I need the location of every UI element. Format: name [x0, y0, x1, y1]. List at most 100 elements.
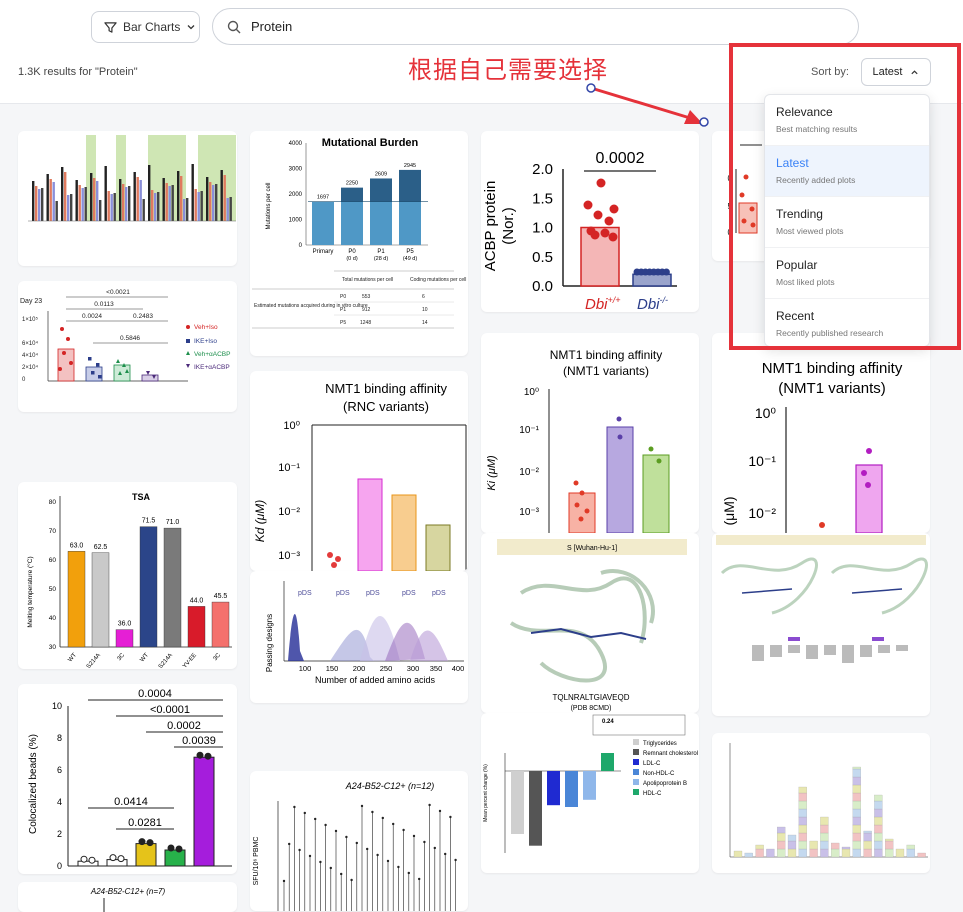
- svg-text:0: 0: [728, 174, 733, 183]
- sort-option-relevance[interactable]: Relevance Best matching results: [765, 95, 929, 146]
- sort-option-recent[interactable]: Recent Recently published research: [765, 299, 929, 346]
- bar-segment: [863, 848, 872, 858]
- bar-segment: [787, 834, 797, 842]
- sequence: TQLNRALTGIAVEQD: [552, 693, 629, 702]
- bar-segment: [733, 850, 743, 858]
- xtick: 350: [430, 664, 443, 673]
- bar: [187, 606, 206, 648]
- bar: [738, 202, 758, 234]
- search-bar[interactable]: [212, 8, 859, 45]
- acbp-yticks: 0.0 0.5 1.0 1.5 2.0: [532, 161, 553, 295]
- sort-option-label: Relevance: [776, 105, 833, 119]
- sort-option-latest[interactable]: Latest Recently added plots: [765, 146, 929, 197]
- table-cell: P5: [340, 320, 346, 326]
- table-cell: 553: [362, 294, 371, 300]
- chart-type-filter-button[interactable]: Bar Charts: [91, 11, 200, 43]
- ytick: 6: [57, 765, 62, 775]
- sort-option-trending[interactable]: Trending Most viewed plots: [765, 197, 929, 248]
- plot-card-a24-n12[interactable]: A24-B52-C12+ (n=12) SFU/10⁶ PBMC: [250, 771, 468, 911]
- peptide: [530, 627, 647, 640]
- legend-entry: Triglycerides: [643, 741, 677, 747]
- bar: [568, 492, 596, 533]
- bar-segment: [852, 832, 861, 842]
- bar: [113, 364, 131, 382]
- mutational-burden-chart: Mutational Burden Mutations per cell 0 10…: [252, 137, 466, 329]
- bar: [64, 172, 67, 221]
- ytick: 60: [49, 557, 57, 564]
- bar-segment: [852, 808, 861, 818]
- points: [327, 552, 341, 568]
- point: [350, 878, 353, 882]
- table-cell: 6: [422, 294, 425, 300]
- bar: [119, 179, 122, 221]
- plot-card-multibar[interactable]: [18, 131, 237, 266]
- table-row-label: Estimated mutations acquired during in v…: [254, 303, 368, 309]
- plot-card-acbp[interactable]: 0.0002 ACBP protein (Nor.) 0.0 0.5 1.0 1.5 2…: [481, 131, 699, 312]
- bar: [151, 190, 154, 221]
- legend-swatch: [633, 749, 639, 755]
- plot-card-passing-designs[interactable]: Passing designs pDS pDS pDS pDS pDS 100 …: [250, 571, 468, 703]
- bar-segment: [820, 816, 829, 826]
- table-cell: P1: [340, 307, 346, 313]
- ytick: 10⁰: [283, 420, 300, 432]
- day23-yticks: 0 2×10⁴ 4×10⁴ 6×10⁴ 1×10⁵: [22, 316, 39, 383]
- ytick: 10⁻¹: [278, 462, 300, 474]
- ribbon: [509, 569, 655, 683]
- bar-segment: [820, 848, 829, 858]
- nmt-rnc-chart: NMT1 binding affinity (RNC variants) Kd …: [253, 381, 467, 571]
- y-axis-label: ACBP protein: [482, 181, 499, 272]
- bar-segment: [863, 840, 872, 850]
- bar: [148, 165, 151, 221]
- series-tag: pDS: [298, 590, 312, 597]
- bar-segment: [852, 784, 861, 794]
- bar: [186, 198, 189, 221]
- point: [109, 854, 117, 862]
- plot-card-right-stacked[interactable]: [712, 733, 930, 873]
- bar-segment: [874, 800, 883, 810]
- series-tag: pDS: [366, 590, 380, 597]
- bar: [77, 860, 99, 867]
- sort-option-popular[interactable]: Popular Most liked plots: [765, 248, 929, 299]
- legend-entry: HDL-C: [643, 791, 662, 797]
- plot-card-protein-structure[interactable]: S [Wuhan-Hu-1] TQLNRALTGIAVEQD (PDB 8CMD…: [481, 533, 699, 713]
- bar: [215, 184, 218, 221]
- bar: [855, 464, 883, 533]
- x-label-dbi-wt: Dbi+/+: [585, 295, 621, 312]
- plot-card-nmt-variants[interactable]: NMT1 binding affinity (NMT1 variants) Ki…: [481, 333, 699, 533]
- bar: [35, 186, 38, 221]
- bar-segment: [820, 840, 829, 850]
- right-stacked-chart: [729, 743, 928, 858]
- xtick: 300: [407, 664, 420, 673]
- header-band: [497, 539, 687, 555]
- ytick: 40: [49, 615, 57, 622]
- plot-card-a24-n7[interactable]: A24-B52-C12+ (n=7): [18, 882, 237, 912]
- plot-card-nmt-rnc[interactable]: NMT1 binding affinity (RNC variants) Kd …: [250, 371, 468, 571]
- bar: [96, 181, 99, 221]
- plot-card-tsa[interactable]: TSA Melting temperature (°C) 30 40 50 60 70 8…: [18, 482, 237, 669]
- plot-card-mutational-burden[interactable]: Mutational Burden Mutations per cell 0 10…: [250, 131, 468, 356]
- search-input[interactable]: [251, 19, 811, 34]
- plot-card-lipid-change[interactable]: 0.24 Mean percent change (%) Triglycerid…: [481, 713, 699, 873]
- bar-segment: [852, 816, 861, 826]
- plot-card-right-structures[interactable]: [712, 533, 930, 716]
- pdb-id: (PDB 8CMD): [571, 705, 612, 712]
- bar-segment: [787, 840, 797, 850]
- sort-dropdown-button[interactable]: Latest: [861, 58, 931, 86]
- bar-segment: [777, 826, 786, 834]
- acbp-bars: [580, 178, 672, 287]
- passing-designs-chart: Passing designs pDS pDS pDS pDS pDS 100 …: [265, 581, 464, 685]
- plot-card-nmt-right[interactable]: NMT1 binding affinity (NMT1 variants) (μ…: [712, 333, 930, 533]
- bar: [81, 188, 84, 221]
- nmt-right-chart: NMT1 binding affinity (NMT1 variants) (μ…: [721, 360, 903, 533]
- bar: [547, 771, 560, 806]
- top-bar: Bar Charts 1.3K results for "Protein" 根据…: [0, 0, 963, 104]
- plot-card-colocalized[interactable]: Colocalized beads (%) 0 2 4 6 8 10 0.0004 <0.…: [18, 684, 237, 874]
- nmt-right-yticks: 10⁰ 10⁻¹ 10⁻²: [748, 405, 776, 521]
- point: [412, 834, 416, 838]
- bar: [70, 194, 73, 221]
- sort-option-label: Trending: [776, 207, 823, 221]
- right-structures-image: [716, 535, 928, 663]
- point: [449, 815, 452, 819]
- p-value: 0.0002: [596, 150, 645, 167]
- plot-card-day23[interactable]: Day 23 0 2×10⁴ 4×10⁴ 6×10⁴ 1×10⁵ <0.0021…: [18, 281, 237, 412]
